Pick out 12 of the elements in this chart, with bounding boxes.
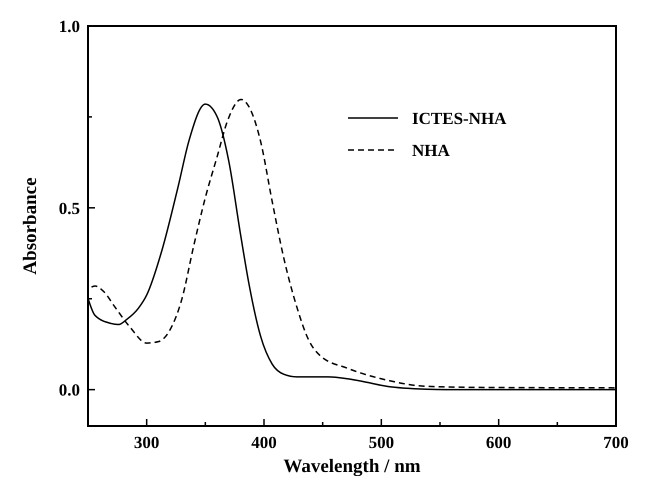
y-axis-title: Absorbance <box>20 177 41 275</box>
legend-label: ICTES-NHA <box>412 108 508 128</box>
y-tick-label: 1.0 <box>58 16 80 36</box>
x-tick-label: 300 <box>134 433 160 452</box>
legend-label: NHA <box>412 140 450 160</box>
x-tick-label: 600 <box>486 433 512 452</box>
y-tick-label: 0.5 <box>58 198 80 218</box>
x-tick-label: 400 <box>251 433 277 452</box>
x-tick-label: 500 <box>368 433 394 452</box>
y-tick-label: 0.0 <box>58 380 80 400</box>
x-tick-label: 700 <box>603 433 629 452</box>
x-axis-title: Wavelength / nm <box>283 456 421 477</box>
